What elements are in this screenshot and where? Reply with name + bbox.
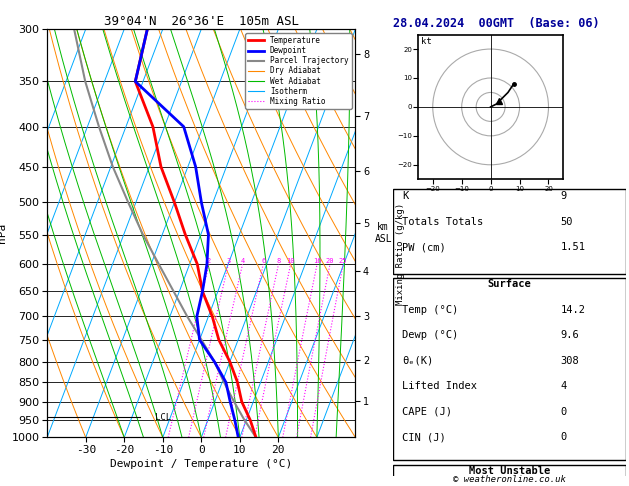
Text: 4: 4 xyxy=(240,258,245,264)
Text: θₑ(K): θₑ(K) xyxy=(403,356,433,365)
Text: 10: 10 xyxy=(286,258,295,264)
Text: 25: 25 xyxy=(339,258,347,264)
Text: Surface: Surface xyxy=(487,279,532,289)
Text: 6: 6 xyxy=(261,258,265,264)
Text: 8: 8 xyxy=(276,258,281,264)
Text: Most Unstable: Most Unstable xyxy=(469,466,550,476)
Bar xyxy=(393,278,626,460)
Text: 1.51: 1.51 xyxy=(560,243,586,252)
Text: Mixing Ratio (g/kg): Mixing Ratio (g/kg) xyxy=(396,203,405,305)
Legend: Temperature, Dewpoint, Parcel Trajectory, Dry Adiabat, Wet Adiabat, Isotherm, Mi: Temperature, Dewpoint, Parcel Trajectory… xyxy=(245,33,352,109)
Y-axis label: hPa: hPa xyxy=(0,223,8,243)
Text: Temp (°C): Temp (°C) xyxy=(403,305,459,315)
Text: 50: 50 xyxy=(560,217,573,227)
Text: 28.04.2024  00GMT  (Base: 06): 28.04.2024 00GMT (Base: 06) xyxy=(393,17,599,30)
Text: 2: 2 xyxy=(207,258,211,264)
Text: Totals Totals: Totals Totals xyxy=(403,217,484,227)
Text: 3: 3 xyxy=(226,258,230,264)
Text: 9: 9 xyxy=(560,191,567,202)
Bar xyxy=(393,465,626,486)
Text: 20: 20 xyxy=(326,258,334,264)
Text: K: K xyxy=(403,191,409,202)
Text: 9.6: 9.6 xyxy=(560,330,579,340)
Text: LCL: LCL xyxy=(155,413,171,422)
Text: 4: 4 xyxy=(560,381,567,391)
Text: PW (cm): PW (cm) xyxy=(403,243,446,252)
Text: Dewp (°C): Dewp (°C) xyxy=(403,330,459,340)
Text: 14.2: 14.2 xyxy=(560,305,586,315)
X-axis label: Dewpoint / Temperature (°C): Dewpoint / Temperature (°C) xyxy=(110,459,292,469)
Text: © weatheronline.co.uk: © weatheronline.co.uk xyxy=(453,474,566,484)
Text: 16: 16 xyxy=(313,258,321,264)
Text: 0: 0 xyxy=(560,407,567,417)
Bar xyxy=(393,189,626,274)
Text: Lifted Index: Lifted Index xyxy=(403,381,477,391)
Text: CAPE (J): CAPE (J) xyxy=(403,407,452,417)
Y-axis label: km
ASL: km ASL xyxy=(374,223,392,244)
Text: CIN (J): CIN (J) xyxy=(403,432,446,442)
Title: 39°04'N  26°36'E  105m ASL: 39°04'N 26°36'E 105m ASL xyxy=(104,15,299,28)
Text: kt: kt xyxy=(421,37,432,47)
Text: 0: 0 xyxy=(560,432,567,442)
Text: 308: 308 xyxy=(560,356,579,365)
